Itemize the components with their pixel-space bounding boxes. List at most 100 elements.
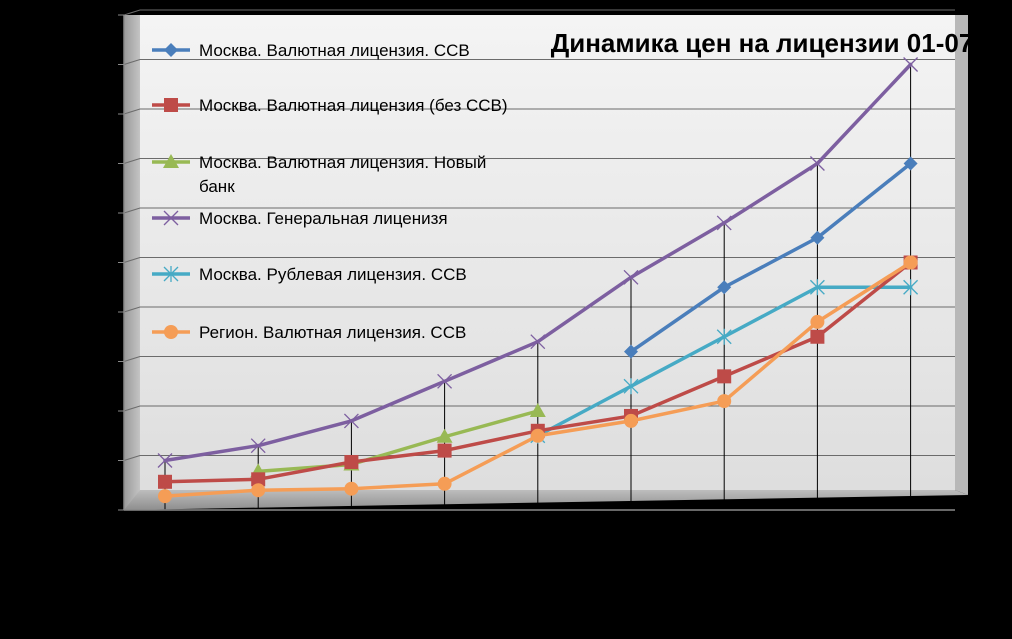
x-tick-label: 2005	[511, 529, 548, 566]
data-point-marker	[717, 280, 732, 295]
grid-line	[123, 455, 955, 461]
data-point-marker	[623, 378, 639, 395]
data-point-marker	[530, 428, 545, 443]
data-point-marker	[164, 43, 178, 57]
legend-item: Регион. Валютная лицензия. ССВ	[152, 323, 466, 342]
data-point-marker	[623, 269, 639, 285]
data-point-marker	[344, 481, 359, 496]
legend-label: Москва. Валютная лицензия. ССВ	[199, 41, 470, 60]
data-point-marker	[809, 156, 825, 171]
grid-line	[123, 108, 955, 115]
data-point-marker	[158, 474, 172, 489]
data-point-marker	[437, 443, 452, 458]
data-point-marker	[903, 255, 918, 270]
data-point-marker	[436, 428, 453, 443]
plot-area	[140, 15, 955, 490]
y-tick-label: 4000	[62, 303, 100, 322]
series-line	[629, 161, 913, 354]
y-tick-label: 10000	[53, 6, 100, 25]
legend-item: Москва. Валютная лицензия. ССВ	[152, 41, 470, 60]
y-tick-label: 8000	[62, 105, 100, 124]
legend-label: Москва. Валютная лицензия. Новый	[199, 153, 486, 172]
x-tick-labels: 2001 2002 2003 2004 2005 серед. 2006 конец 200…	[139, 529, 922, 603]
legend-label: Регион. Валютная лицензия. ССВ	[199, 323, 466, 342]
grid-line	[123, 257, 955, 263]
data-point-marker	[810, 329, 825, 344]
y-tick-label: 7000	[62, 155, 100, 174]
data-point-marker	[530, 334, 546, 350]
data-point-marker	[716, 328, 732, 345]
data-point-marker	[343, 413, 359, 429]
data-point-marker	[437, 476, 452, 491]
data-point-marker	[251, 483, 266, 498]
data-point-marker	[437, 373, 453, 389]
data-point-marker	[716, 215, 732, 231]
grid-lines	[123, 9, 955, 461]
grid-line	[123, 59, 955, 65]
data-point-marker	[250, 438, 266, 454]
x-tick-label: серед.2007	[757, 529, 828, 600]
data-point-marker	[809, 279, 825, 296]
x-tick-label: серед. 2006	[567, 529, 641, 603]
axes	[118, 14, 955, 511]
y-tick-label: 0	[91, 501, 100, 520]
y-tick-label: 1000	[62, 452, 100, 471]
grid-line	[123, 405, 955, 412]
series-line	[256, 409, 540, 474]
y-axis-label: Цифры в тысячах долл.США	[17, 121, 38, 404]
legend-item: Москва. Генеральная лиценизя	[152, 209, 448, 228]
grid-line	[123, 207, 955, 214]
data-point-marker	[903, 279, 919, 296]
series-6	[158, 255, 918, 504]
y-tick-label: 9000	[62, 56, 100, 75]
data-point-marker	[717, 369, 732, 384]
legend-label: Москва. Генеральная лиценизя	[199, 209, 448, 228]
series-5	[530, 279, 919, 444]
x-tick-label: 2003	[325, 529, 362, 566]
data-point-marker	[903, 156, 918, 171]
legend-item: Москва. Рублевая лицензия. ССВ	[152, 265, 467, 284]
series-1	[624, 156, 918, 359]
chart-title: Динамика цен на лицензии 01-07	[551, 28, 974, 58]
series-4	[157, 57, 919, 468]
legend-label: Москва. Валютная лицензия (без ССВ)	[199, 96, 508, 115]
plot-right-wall	[955, 15, 968, 495]
data-point-marker	[624, 413, 638, 428]
grid-line	[123, 9, 955, 16]
plot-back-wall	[124, 15, 140, 510]
legend-item: Москва. Валютная лицензия (без ССВ)	[152, 96, 508, 115]
data-point-marker	[529, 403, 546, 417]
grid-line	[123, 158, 955, 164]
data-point-marker	[163, 266, 179, 282]
y-tick-label: 5000	[62, 254, 100, 273]
y-tick-labels: 0 1000 2000 3000 4000 5000 6000 7000 8000 9000 100…	[53, 6, 100, 520]
legend-item: Москва. Валютная лицензия. Новый банк	[152, 153, 486, 196]
y-tick-label: 6000	[62, 204, 100, 223]
data-point-marker	[810, 230, 825, 245]
legend-label: Москва. Рублевая лицензия. ССВ	[199, 265, 467, 284]
legend: Москва. Валютная лицензия. ССВ Москва. Ва…	[152, 41, 508, 342]
data-point-marker	[251, 472, 266, 487]
data-point-marker	[164, 325, 178, 339]
data-point-marker	[903, 57, 919, 72]
x-tick-label: 2004	[418, 529, 455, 566]
data-point-marker	[164, 98, 178, 112]
data-point-marker	[810, 314, 825, 329]
x-tick-label: конец 2007	[851, 529, 922, 600]
data-point-marker	[158, 489, 172, 504]
data-point-marker	[157, 453, 173, 468]
data-point-marker	[344, 454, 359, 469]
x-tick-label: конец 2006	[664, 529, 735, 600]
series-layer	[157, 57, 919, 504]
x-tick-label: 2002	[232, 529, 269, 566]
data-point-marker	[163, 154, 179, 168]
legend-label: банк	[199, 177, 235, 196]
plot-floor	[124, 490, 968, 510]
x-tick-label: 2001	[139, 529, 176, 566]
y-tick-label: 3000	[62, 353, 100, 372]
y-tick-label: 2000	[62, 402, 100, 421]
data-point-marker	[717, 394, 732, 409]
data-point-marker	[624, 344, 638, 359]
